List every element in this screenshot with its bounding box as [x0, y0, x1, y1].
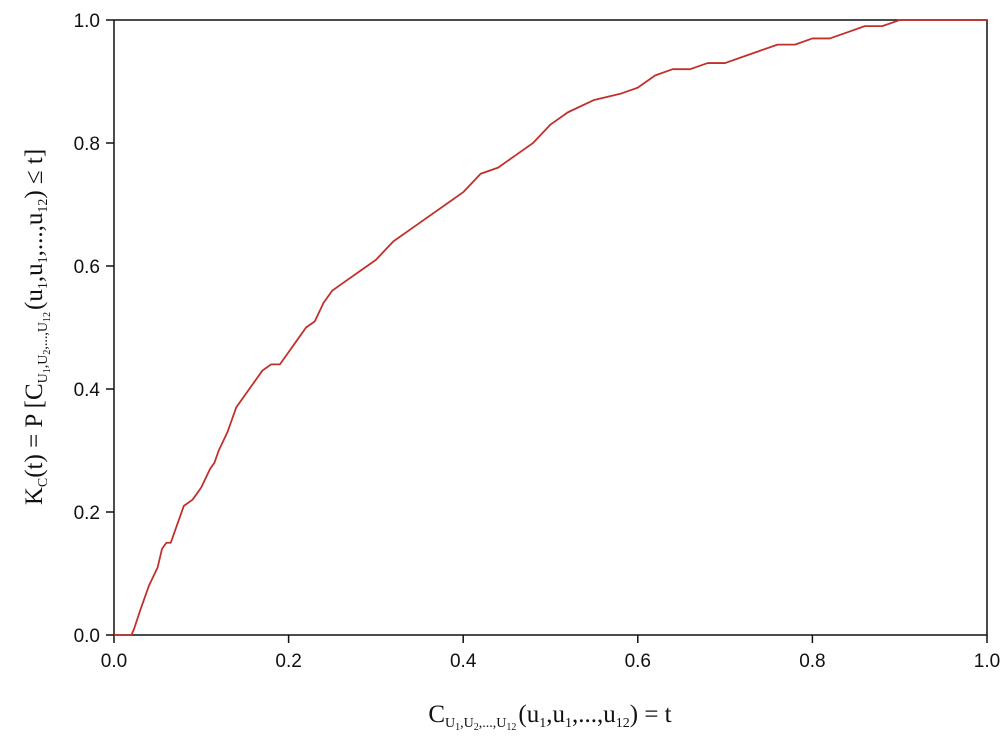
x-tick-label: 0.8 — [799, 651, 825, 672]
y-label-end: ) ≤ t] — [21, 149, 48, 199]
x-label-t1: 1 — [539, 716, 546, 731]
y-tick-label: 0.6 — [74, 257, 100, 278]
y-label-s3i: 12 — [42, 312, 53, 322]
y-tick-label: 1.0 — [74, 11, 100, 32]
series-line-0 — [114, 19, 987, 636]
x-label-sub-1-idx: 1 — [455, 722, 460, 733]
y-label-u4: ,...,u — [21, 212, 48, 256]
x-tick-label: 0.4 — [450, 651, 477, 672]
x-tick-label: 0.0 — [101, 651, 127, 672]
y-label-s2: ,U — [36, 355, 51, 369]
y-label-s1: U — [36, 373, 51, 383]
x-label-sub-3-idx: 12 — [506, 722, 516, 733]
y-tick-label: 0.8 — [74, 134, 100, 155]
y-label-mid: (t) = P [C — [21, 383, 48, 477]
x-label-t4: ,...,u — [572, 701, 616, 728]
x-axis: 0.0 0.2 0.4 0.6 0.8 1.0 — [101, 635, 1000, 672]
y-label-u2: ,u — [21, 263, 48, 282]
y-label-u-open: (u — [21, 289, 48, 310]
y-tick-label: 0.4 — [74, 380, 101, 401]
x-axis-label: CU1,U2,...,U12(u1,u1,...,u12) = t — [428, 701, 671, 733]
series-layer — [114, 19, 987, 636]
x-label-t5: 12 — [616, 716, 630, 731]
y-label-s1i: 1 — [42, 368, 53, 373]
y-axis-label: KC(t) = P [CU1,U2,...,U12(u1,u1,...,u12)… — [21, 149, 53, 505]
x-label-sub-2-idx: 2 — [474, 722, 479, 733]
x-label-main: C — [428, 701, 445, 728]
y-tick-label: 0.2 — [74, 503, 100, 524]
plot-area-frame — [113, 19, 988, 636]
y-label-u3: 1 — [36, 256, 51, 263]
y-label-k: K — [21, 487, 48, 505]
y-label-u1: 1 — [36, 282, 51, 289]
x-label-t2: ,u — [546, 701, 565, 728]
x-label-sub-1: U — [445, 716, 455, 731]
y-tick-label: 0.0 — [74, 626, 100, 647]
x-tick-label: 0.6 — [625, 651, 651, 672]
x-tick-label: 0.2 — [275, 651, 301, 672]
x-label-sub-2: ,U — [460, 716, 474, 731]
y-label-k-sub: C — [36, 478, 51, 487]
x-label-end: ) = t — [630, 701, 672, 728]
y-axis: 0.0 0.2 0.4 0.6 0.8 1.0 — [74, 11, 114, 647]
y-label-s2i: 2 — [42, 350, 53, 355]
x-tick-label: 1.0 — [974, 651, 1000, 672]
x-label-sub-3: ,...,U — [479, 716, 507, 731]
y-label-u5: 12 — [36, 199, 51, 213]
y-label-s3: ,...,U — [36, 322, 51, 350]
x-label-t3: 1 — [565, 716, 572, 731]
x-label-tail: (u — [518, 701, 539, 728]
